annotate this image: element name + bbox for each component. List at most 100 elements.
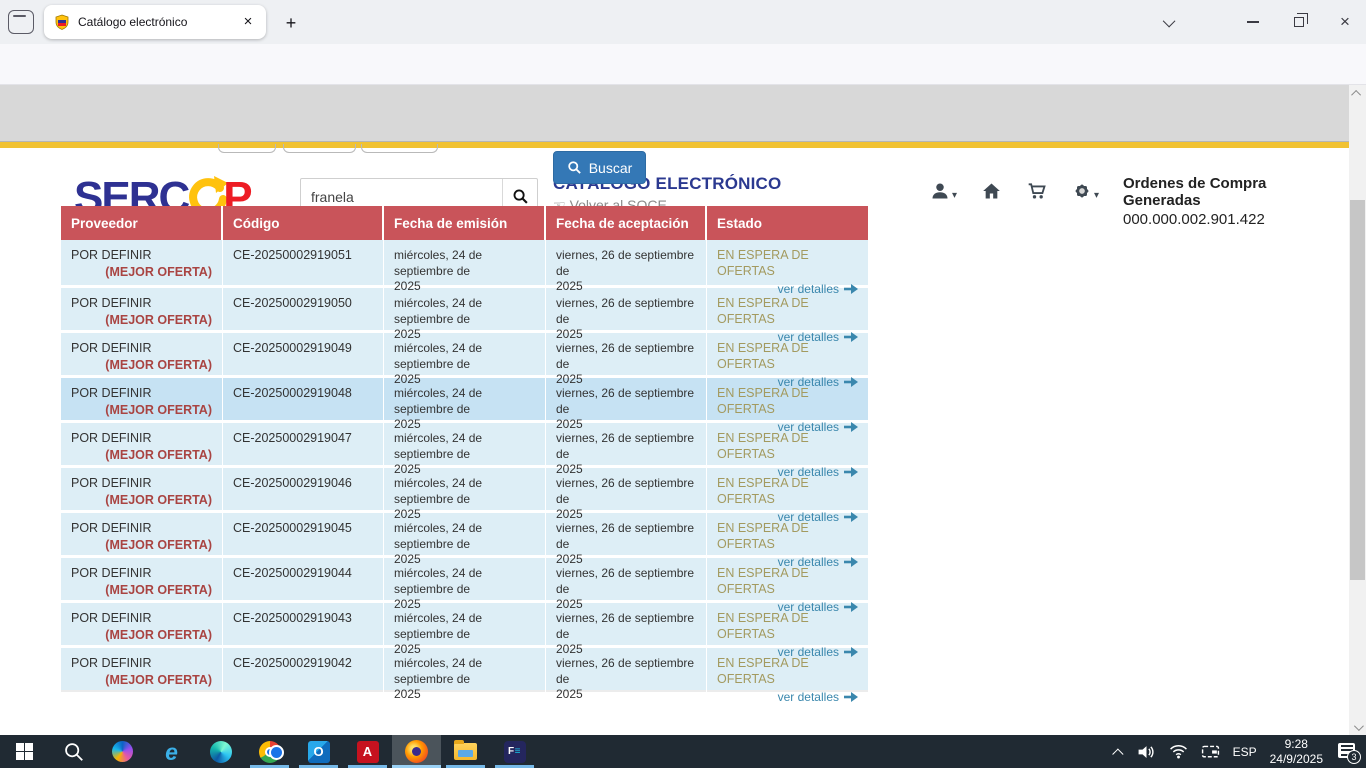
acceptance-date-cell: viernes, 26 de septiembre de 2025 — [546, 288, 707, 346]
table-row[interactable]: POR DEFINIR (MEJOR OFERTA) CE-20250002919… — [61, 330, 868, 391]
volume-icon[interactable] — [1137, 744, 1156, 760]
emission-date-cell: miércoles, 24 de septiembre de 2025 — [384, 468, 546, 526]
clock-date: 24/9/2025 — [1269, 751, 1323, 766]
window-restore-button[interactable] — [1284, 10, 1314, 34]
display-connect-icon[interactable] — [1201, 744, 1220, 760]
search-button[interactable] — [502, 179, 537, 214]
table-body: POR DEFINIR (MEJOR OFERTA) CE-20250002919… — [61, 240, 868, 706]
taskbar-outlook-button[interactable]: O — [294, 735, 343, 768]
browser-tab[interactable]: Catálogo electrónico × — [44, 5, 266, 39]
home-icon[interactable] — [981, 181, 1002, 201]
taskbar-clock[interactable]: 9:28 24/9/2025 — [1270, 737, 1323, 767]
ver-detalles-link[interactable]: ver detalles — [717, 420, 858, 436]
column-header: Código — [223, 206, 384, 240]
status-cell: EN ESPERA DE OFERTAS ver detalles — [707, 378, 868, 435]
status-text: EN ESPERA DE OFERTAS — [717, 611, 809, 642]
taskbar-edge-button[interactable] — [196, 735, 245, 768]
language-indicator[interactable]: ESP — [1232, 744, 1257, 759]
clipped-filter-button[interactable] — [361, 144, 438, 153]
wifi-icon[interactable] — [1169, 744, 1188, 759]
table-row[interactable]: POR DEFINIR (MEJOR OFERTA) CE-20250002919… — [61, 285, 868, 346]
outlook-icon: O — [307, 740, 330, 763]
window-close-button[interactable]: × — [1340, 12, 1350, 31]
taskbar-app-f-button[interactable]: F ≡ — [490, 735, 539, 768]
taskbar-acrobat-button[interactable]: A — [343, 735, 392, 768]
acceptance-date-cell: viernes, 26 de septiembre de 2025 — [546, 648, 707, 706]
ver-detalles-link[interactable]: ver detalles — [717, 375, 858, 391]
taskbar-file-explorer-button[interactable] — [441, 735, 490, 768]
ver-detalles-link[interactable]: ver detalles — [717, 282, 858, 298]
ver-detalles-link[interactable]: ver detalles — [717, 465, 858, 481]
new-tab-button[interactable]: + — [285, 13, 297, 33]
table-row[interactable]: POR DEFINIR (MEJOR OFERTA) CE-20250002919… — [61, 420, 868, 481]
cart-icon[interactable] — [1026, 181, 1048, 201]
code-cell: CE-20250002919047 — [223, 423, 384, 481]
arrow-right-icon — [844, 602, 858, 613]
table-row[interactable]: POR DEFINIR (MEJOR OFERTA) CE-20250002919… — [61, 240, 868, 298]
table-row[interactable]: POR DEFINIR (MEJOR OFERTA) CE-20250002919… — [61, 375, 868, 436]
mejor-oferta-note: (MEJOR OFERTA) — [105, 313, 212, 328]
scroll-up-icon[interactable] — [1349, 85, 1366, 101]
arrow-right-icon — [844, 422, 858, 433]
arrow-right-icon — [844, 692, 858, 703]
tab-close-icon[interactable]: × — [243, 13, 253, 30]
clipped-filter-button[interactable] — [218, 144, 276, 153]
ver-detalles-link[interactable]: ver detalles — [717, 690, 858, 706]
firefox-view-icon[interactable] — [8, 10, 34, 34]
ver-detalles-link[interactable]: ver detalles — [717, 510, 858, 526]
settings-gear-icon[interactable]: ▾ — [1072, 181, 1099, 201]
status-text: EN ESPERA DE OFERTAS — [717, 476, 809, 507]
orders-table: Proveedor Código Fecha de emisión Fecha … — [61, 206, 868, 706]
user-menu-icon[interactable]: ▾ — [930, 181, 957, 201]
start-button[interactable] — [0, 735, 49, 768]
ver-detalles-link[interactable]: ver detalles — [717, 555, 858, 571]
window-minimize-button[interactable] — [1238, 10, 1268, 34]
table-row[interactable]: POR DEFINIR (MEJOR OFERTA) CE-20250002919… — [61, 555, 868, 616]
mejor-oferta-note: (MEJOR OFERTA) — [105, 583, 212, 598]
code-cell: CE-20250002919048 — [223, 378, 384, 436]
contact-badge-icon — [269, 745, 284, 760]
page-scrollbar[interactable] — [1349, 85, 1366, 735]
provider-cell: POR DEFINIR (MEJOR OFERTA) — [61, 423, 223, 481]
acceptance-date-cell: viernes, 26 de septiembre de 2025 — [546, 513, 707, 571]
table-row[interactable]: POR DEFINIR (MEJOR OFERTA) CE-20250002919… — [61, 510, 868, 571]
ver-detalles-link[interactable]: ver detalles — [717, 330, 858, 346]
emission-date-cell: miércoles, 24 de septiembre de 2025 — [384, 558, 546, 616]
code-cell: CE-20250002919045 — [223, 513, 384, 571]
acceptance-date-cell: viernes, 26 de septiembre de 2025 — [546, 240, 707, 298]
table-row[interactable]: POR DEFINIR (MEJOR OFERTA) CE-20250002919… — [61, 600, 868, 661]
emission-date-cell: miércoles, 24 de septiembre de 2025 — [384, 333, 546, 391]
taskbar-firefox-button[interactable] — [392, 735, 441, 768]
scrollbar-thumb[interactable] — [1350, 200, 1365, 580]
tray-expand-icon[interactable] — [1111, 747, 1124, 760]
list-tabs-icon[interactable] — [1155, 10, 1185, 34]
status-text: EN ESPERA DE OFERTAS — [717, 656, 809, 687]
file-explorer-icon — [454, 740, 477, 760]
provider-cell: POR DEFINIR (MEJOR OFERTA) — [61, 378, 223, 436]
status-text: EN ESPERA DE OFERTAS — [717, 521, 809, 552]
taskbar-search-button[interactable] — [49, 735, 98, 768]
mejor-oferta-note: (MEJOR OFERTA) — [105, 628, 212, 643]
notification-badge: 3 — [1347, 749, 1361, 764]
emission-date-cell: miércoles, 24 de septiembre de 2025 — [384, 423, 546, 481]
app-f-icon: F ≡ — [503, 740, 526, 763]
browser-toolbar: ← → catalogoelectronico.compraspublicas.… — [0, 44, 1366, 124]
windows-taskbar: e O A F ≡ ESP 9:28 24/9/2025 3 — [0, 735, 1366, 768]
arrow-right-icon — [844, 512, 858, 523]
table-row[interactable]: POR DEFINIR (MEJOR OFERTA) CE-20250002919… — [61, 465, 868, 526]
taskbar-copilot-button[interactable] — [98, 735, 147, 768]
buscar-button[interactable]: Buscar — [553, 151, 646, 184]
ver-detalles-link[interactable]: ver detalles — [717, 600, 858, 616]
scroll-down-icon[interactable] — [1349, 719, 1366, 735]
edge-icon — [209, 740, 232, 763]
mejor-oferta-note: (MEJOR OFERTA) — [105, 538, 212, 553]
table-row[interactable]: POR DEFINIR (MEJOR OFERTA) CE-20250002919… — [61, 645, 868, 706]
taskbar-internet-explorer-button[interactable]: e — [147, 735, 196, 768]
provider-cell: POR DEFINIR (MEJOR OFERTA) — [61, 603, 223, 661]
status-cell: EN ESPERA DE OFERTAS ver detalles — [707, 288, 868, 345]
notification-center-icon[interactable]: 3 — [1336, 742, 1361, 764]
ver-detalles-link[interactable]: ver detalles — [717, 645, 858, 661]
site-header: SERC P CATÁLOGO ELECTRÓNICO ☜Volver al S… — [0, 85, 1366, 228]
taskbar-chrome-button[interactable] — [245, 735, 294, 768]
clipped-filter-button[interactable] — [283, 144, 356, 153]
